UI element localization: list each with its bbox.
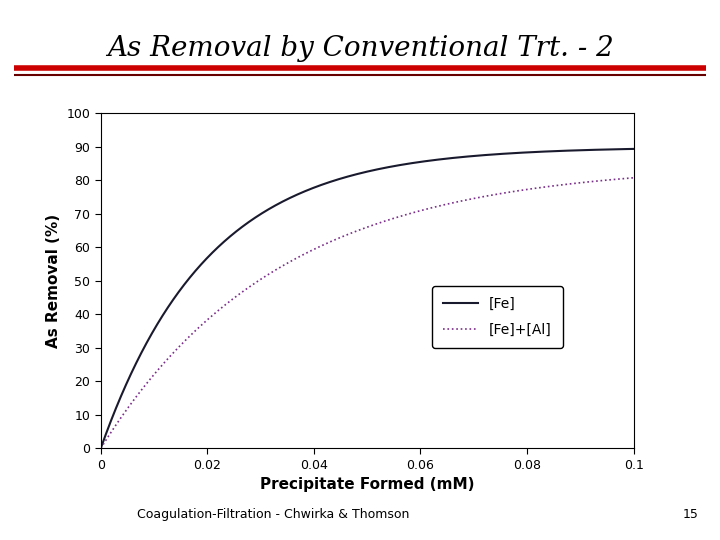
[Fe]+[Al] <box>125 402 134 409</box>
Text: Coagulation-Filtration - Chwirka & Thomson: Coagulation-Filtration - Chwirka & Thoms… <box>138 508 410 521</box>
Text: As Removal by Conventional Trt. - 2: As Removal by Conventional Trt. - 2 <box>107 35 613 62</box>
[Fe]+[Al] <box>109 426 117 433</box>
Text: 15: 15 <box>683 508 698 521</box>
[Fe]+[Al] <box>417 207 426 214</box>
Y-axis label: As Removal (%): As Removal (%) <box>46 214 61 348</box>
[Fe]+[Al] <box>294 254 303 260</box>
Line: [Fe]: [Fe] <box>101 149 634 448</box>
[Fe]+[Al] <box>535 185 544 191</box>
[Fe]+[Al] <box>96 445 105 451</box>
[Fe] <box>294 191 303 197</box>
[Fe] <box>417 159 426 165</box>
[Fe]+[Al] <box>629 174 638 181</box>
[Fe] <box>96 445 105 451</box>
[Fe]+[Al] <box>144 378 153 384</box>
[Fe] <box>144 336 153 343</box>
[Fe] <box>629 146 638 152</box>
[Fe] <box>125 373 134 380</box>
X-axis label: Precipitate Formed (mM): Precipitate Formed (mM) <box>260 477 474 492</box>
[Fe] <box>109 412 117 418</box>
Legend: [Fe], [Fe]+[Al]: [Fe], [Fe]+[Al] <box>432 286 563 348</box>
Line: [Fe]+[Al]: [Fe]+[Al] <box>101 178 634 448</box>
[Fe] <box>535 148 544 155</box>
